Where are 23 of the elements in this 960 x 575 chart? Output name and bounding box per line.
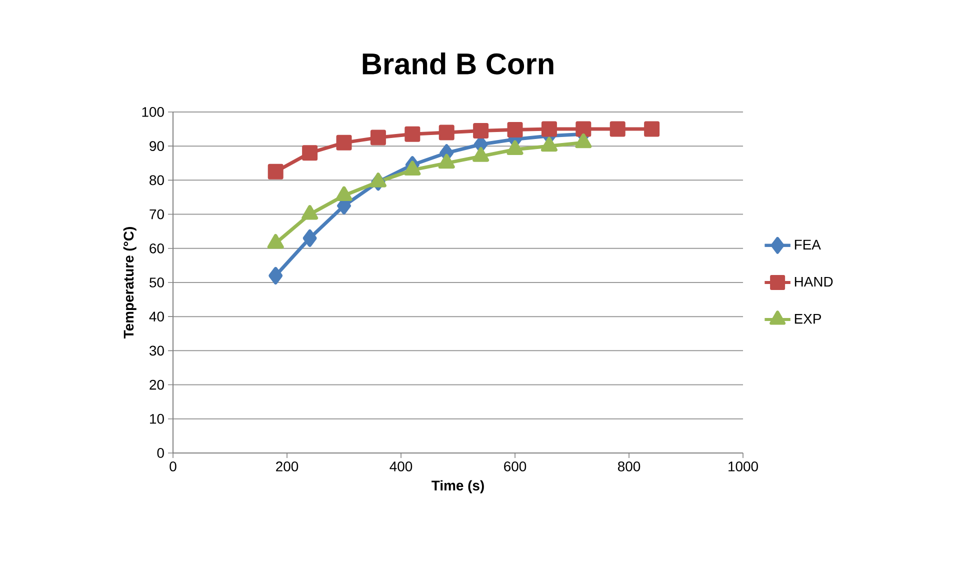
- y-tick-label: 40: [149, 312, 164, 322]
- x-axis-title: Time (s): [432, 480, 484, 494]
- legend-label: EXP: [794, 314, 821, 324]
- y-tick-label: 30: [150, 346, 164, 356]
- x-tick-label: 1000: [728, 461, 758, 472]
- y-tick-label: 0: [157, 448, 164, 458]
- chart-title: Brand B Corn: [362, 52, 554, 74]
- y-tick-label: 20: [150, 380, 164, 390]
- x-tick-label: 600: [504, 461, 526, 472]
- y-tick-label: 60: [150, 243, 164, 254]
- legend-label: FEA: [794, 240, 821, 250]
- y-tick-label: 100: [142, 107, 164, 117]
- x-tick-label: 800: [618, 461, 640, 472]
- x-tick-label: 400: [390, 461, 412, 472]
- y-axis-title: Temperature (°C): [123, 227, 136, 338]
- x-tick-label: 200: [276, 461, 298, 472]
- y-tick-label: 50: [150, 278, 164, 288]
- y-tick-label: 10: [150, 414, 164, 424]
- y-tick-label: 80: [150, 175, 164, 186]
- x-tick-label: 0: [170, 461, 176, 472]
- y-tick-label: 70: [150, 209, 164, 220]
- legend-label: HAND: [794, 276, 833, 287]
- y-tick-label: 90: [150, 141, 164, 152]
